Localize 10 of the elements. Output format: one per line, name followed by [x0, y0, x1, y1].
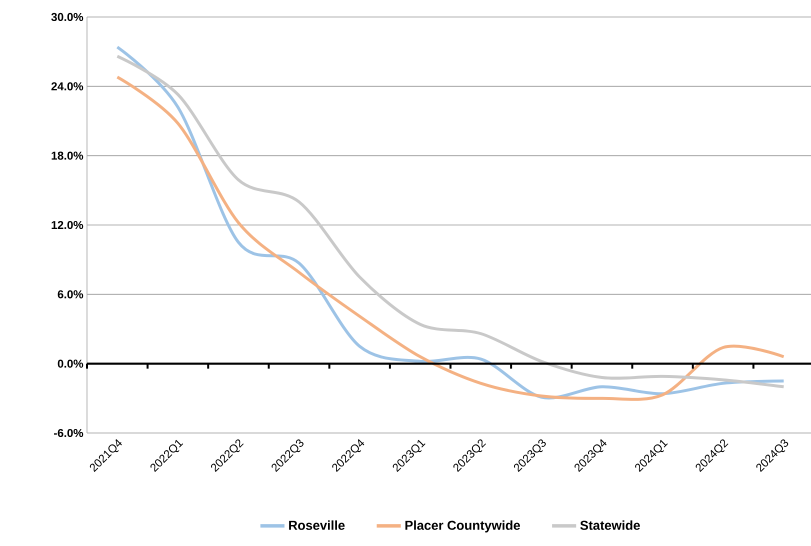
legend-label: Statewide [580, 520, 640, 530]
y-tick-label: 12.0% [52, 220, 84, 230]
y-tick-label: 30.0% [51, 12, 84, 22]
y-tick-label: -6.0% [54, 428, 84, 438]
y-tick-label: 18.0% [52, 152, 84, 160]
legend-label: Roseville [289, 520, 345, 530]
y-tick-label: 0.0% [58, 360, 84, 368]
legend-label: Placer Countywide [405, 520, 520, 532]
y-tick-label: 24.0% [51, 82, 84, 90]
y-tick-label: 6.0% [58, 290, 84, 298]
